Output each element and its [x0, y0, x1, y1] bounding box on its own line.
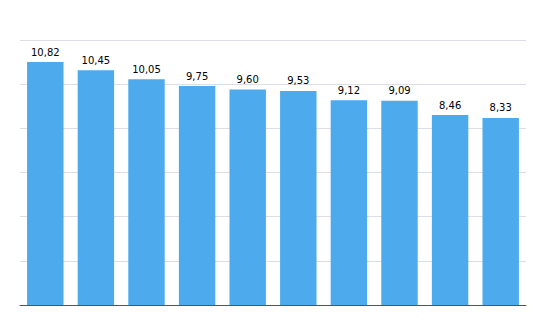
svg-text:10,82: 10,82	[31, 47, 60, 58]
svg-text:9,60: 9,60	[237, 74, 259, 85]
svg-text:9,09: 9,09	[388, 85, 410, 96]
svg-text:10,45: 10,45	[82, 55, 111, 66]
svg-text:9,75: 9,75	[186, 71, 208, 82]
svg-text:10,05: 10,05	[132, 64, 161, 75]
svg-text:8,46: 8,46	[439, 100, 461, 111]
svg-text:9,12: 9,12	[338, 85, 360, 96]
svg-text:8,33: 8,33	[490, 102, 512, 113]
svg-text:9,53: 9,53	[287, 75, 309, 86]
